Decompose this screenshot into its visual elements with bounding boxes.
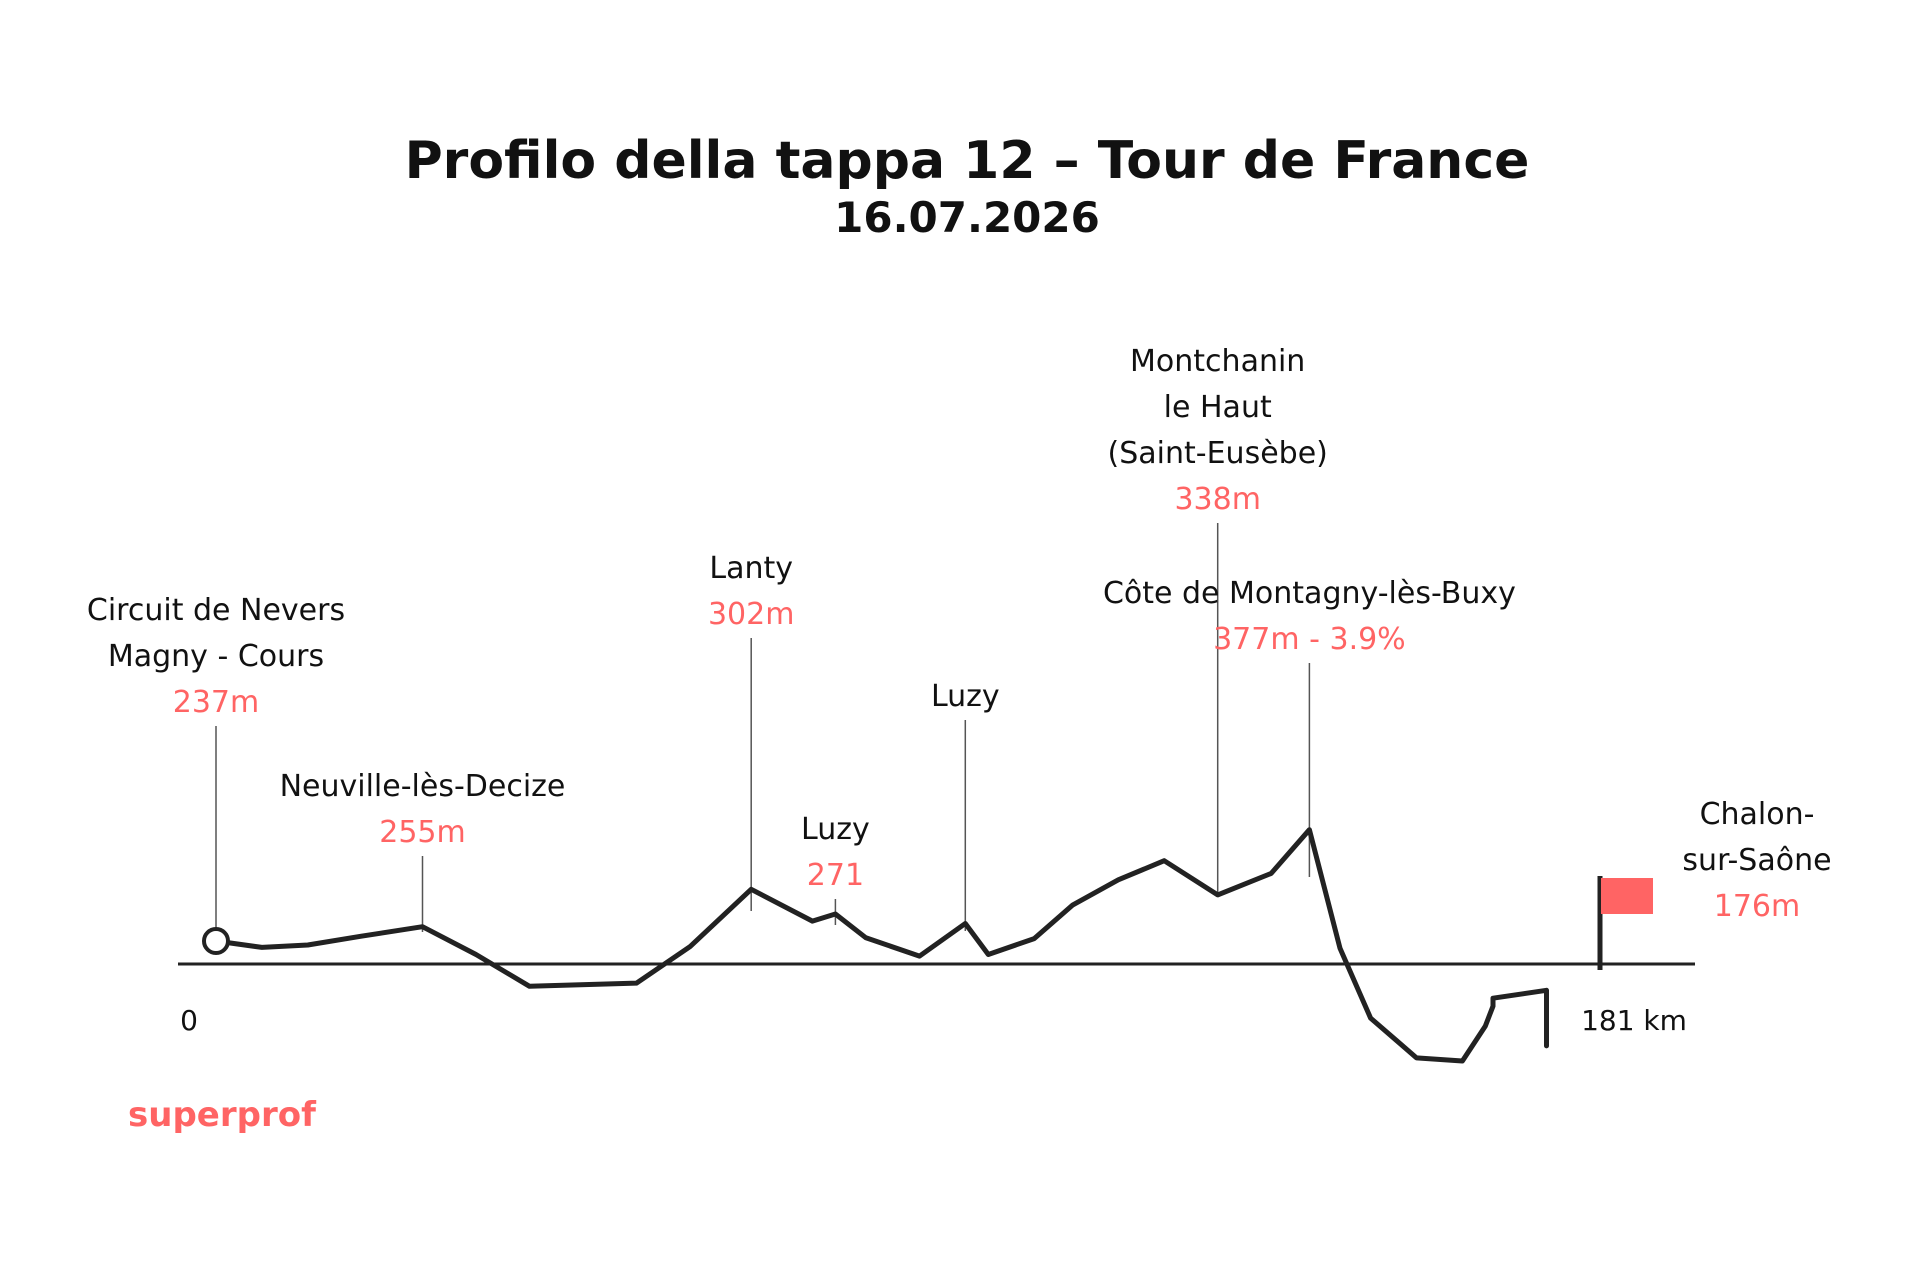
annotation-label: Luzy [801, 812, 870, 847]
x-tick-end: 181 km [1581, 1004, 1687, 1037]
x-tick-start: 0 [180, 1004, 198, 1037]
annotation-7: Chalon-sur-Saône 176m [1682, 797, 1831, 924]
annotation-label: (Saint-Eusèbe) [1108, 436, 1328, 471]
annotation-label: Neuville-lès-Decize [280, 769, 566, 804]
brand-logo: superprof [128, 1095, 317, 1135]
elevation-profile-line [213, 827, 1549, 1064]
annotation-label: Circuit de Nevers [87, 593, 345, 628]
annotation-elevation: 302m [708, 597, 794, 632]
annotation-label: Magny - Cours [108, 639, 324, 674]
annotations-layer: Circuit de Nevers Magny - Cours 237m Neuvil… [87, 344, 1832, 941]
annotation-0: Circuit de Nevers Magny - Cours 237m [87, 593, 345, 941]
annotation-2: Lanty 302m [708, 551, 794, 911]
annotation-elevation: 377m - 3.9% [1213, 622, 1406, 657]
annotation-elevation: 237m [173, 685, 259, 720]
chart-title: Profilo della tappa 12 – Tour de France [405, 131, 1530, 191]
annotation-label: Côte de Montagny-lès-Buxy [1103, 576, 1516, 611]
annotation-label: Montchanin [1130, 344, 1305, 379]
annotation-label: sur-Saône [1682, 843, 1831, 878]
annotation-1: Neuville-lès-Decize 255m [280, 769, 566, 932]
annotation-label: Lanty [709, 551, 793, 586]
annotation-3: Luzy 271 [801, 812, 870, 925]
annotation-elevation: 271 [807, 858, 864, 893]
chart-subtitle: 16.07.2026 [834, 193, 1100, 242]
annotation-label: Chalon- [1700, 797, 1815, 832]
annotation-elevation: 338m [1174, 482, 1260, 517]
annotation-elevation: 255m [379, 815, 465, 850]
annotation-label: le Haut [1164, 390, 1272, 425]
annotation-6: Côte de Montagny-lès-Buxy 377m - 3.9% [1103, 576, 1516, 877]
start-marker-icon [202, 927, 230, 955]
annotation-5: Montchanin le Haut (Saint-Eusèbe) 338m [1108, 344, 1328, 893]
finish-flag-icon [1597, 876, 1653, 970]
annotation-elevation: 176m [1714, 889, 1800, 924]
annotation-label: Luzy [931, 679, 1000, 714]
annotation-4: Luzy [931, 679, 1000, 931]
